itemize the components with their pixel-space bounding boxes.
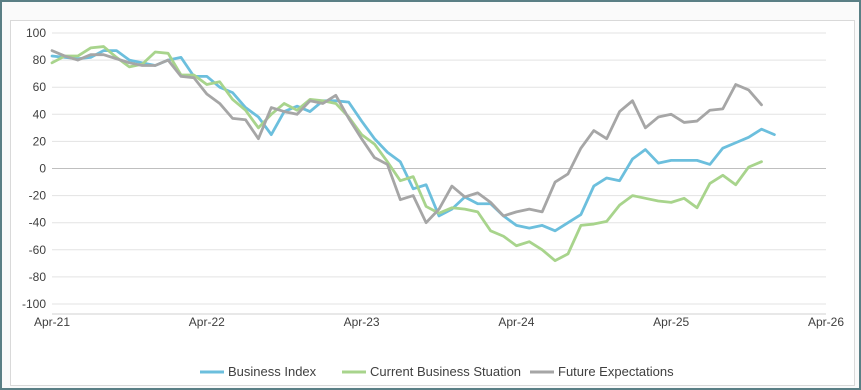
x-tick-label: Apr-22 [189,315,225,329]
series-line-1 [50,45,763,263]
y-axis-ticks: 100 80 60 40 20 0 -20 -40 -60 -80 -100 [22,26,46,311]
x-axis-ticks: Apr-21 Apr-22 Apr-23 Apr-24 Apr-25 Apr-26 [34,315,844,329]
series-line-0 [50,49,776,233]
y-tick-label: 80 [33,53,47,67]
y-tick-label: -60 [29,243,47,257]
legend-label-2: Future Expectations [558,364,674,379]
legend-label-0: Business Index [228,364,317,379]
y-tick-label: 20 [33,134,47,148]
x-tick-label: Apr-25 [653,315,689,329]
y-tick-label: -100 [22,297,46,311]
x-tick-label: Apr-23 [344,315,380,329]
y-tick-label: 0 [39,162,46,176]
y-tick-label: 60 [33,80,47,94]
y-tick-label: 100 [26,26,46,40]
y-tick-label: -20 [29,189,47,203]
gridlines [52,32,826,315]
legend: Business Index Current Business Stuation F… [200,364,674,379]
series-lines [50,45,776,263]
x-tick-label: Apr-24 [498,315,534,329]
y-tick-label: -80 [29,270,47,284]
x-tick-label: Apr-26 [808,315,844,329]
y-tick-label: -40 [29,216,47,230]
y-tick-label: 40 [33,107,47,121]
series-line-2 [50,49,763,225]
legend-label-1: Current Business Stuation [370,364,521,379]
x-tick-label: Apr-21 [34,315,70,329]
